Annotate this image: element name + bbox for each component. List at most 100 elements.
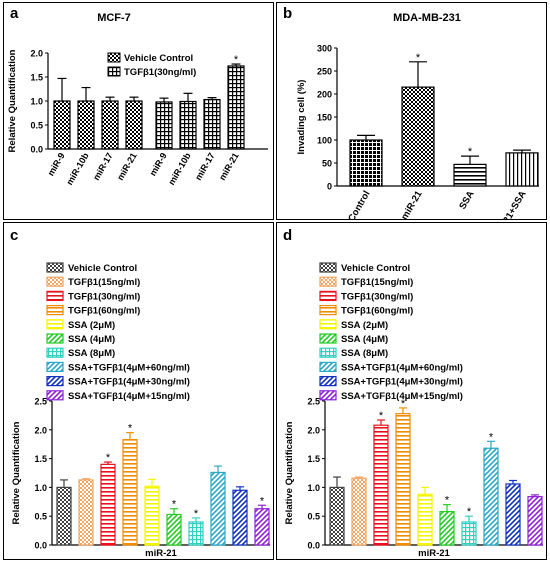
chart-c-significance-star: * xyxy=(128,423,133,435)
chart-b-bar xyxy=(453,163,487,187)
chart-a-bar xyxy=(179,100,197,150)
chart-d-legend-label: SSA+TGFβ1(4μM+60ng/ml) xyxy=(341,362,463,373)
chart-a-bar xyxy=(77,100,95,150)
chart-d-significance-star: * xyxy=(467,506,472,518)
chart-a-x-tick-label: miR-21 xyxy=(217,151,241,182)
chart-c-legend-label: TGFβ1(30ng/ml) xyxy=(68,291,140,302)
chart-d-legend-swatch xyxy=(319,361,337,372)
chart-c-bar xyxy=(122,438,138,546)
chart-c-y-tick-label: 2.5 xyxy=(34,397,47,407)
chart-b-bar xyxy=(401,86,435,187)
chart-a-y-tick-label: 0.0 xyxy=(30,145,43,155)
chart-c-legend-label: SSA (8μM) xyxy=(68,348,115,359)
chart-c-legend-label: SSA+TGFβ1(4μM+30ng/ml) xyxy=(68,377,190,388)
panel-label-d: d xyxy=(283,227,293,244)
chart-b-y-tick-label: 150 xyxy=(317,113,332,123)
chart-b-x-tick-label: miR-21 xyxy=(399,188,425,219)
chart-b-bar xyxy=(349,139,383,187)
chart-a-legend-label: Vehicle Control xyxy=(124,53,193,64)
chart-c-legend-label: TGFβ1(60ng/ml) xyxy=(68,306,140,317)
chart-b-y-tick-label: 200 xyxy=(317,90,332,100)
chart-d-y-tick-label: 1.0 xyxy=(307,483,320,493)
chart-d-legend-label: SSA (8μM) xyxy=(341,348,388,359)
chart-d-legend-label: SSA+TGFβ1(4μM+30ng/ml) xyxy=(341,377,463,388)
chart-a-bar xyxy=(155,101,173,150)
panel-a: MCF-7 0.0 0.5 1.0 1.5 2.0 Relative Quantificat… xyxy=(3,2,274,220)
chart-c-y-tick-label: 2.0 xyxy=(34,425,47,435)
panel-b: MDA-MB-231 0 50 100 150 200 250 300 Invading cel… xyxy=(276,2,547,220)
chart-a-bar xyxy=(53,100,71,150)
chart-d-bar xyxy=(461,521,477,546)
chart-d-y-tick-label: 1.5 xyxy=(307,454,320,464)
chart-b-significance-star: * xyxy=(416,52,421,64)
chart-c-y-tick-label: 0.5 xyxy=(34,512,47,522)
chart-d-bar xyxy=(373,424,389,546)
chart-a-x-tick-label: miR-9 xyxy=(148,151,169,178)
chart-a-bar xyxy=(227,65,245,150)
panel-label-c: c xyxy=(10,227,19,244)
chart-d-legend-swatch xyxy=(319,390,337,401)
chart-c-bar xyxy=(144,485,160,546)
chart-c-legend-swatch xyxy=(46,347,64,358)
chart-c-legend-swatch xyxy=(46,319,64,330)
chart-a-significance-star: * xyxy=(234,54,239,66)
chart-b-y-tick-label: 0 xyxy=(327,182,332,192)
chart-d: Vehicle Control TGFβ1(15ng/ml) TGFβ1(30ng/… xyxy=(284,262,543,559)
chart-d-bar xyxy=(351,477,367,546)
chart-d-bar xyxy=(395,413,411,546)
chart-c-y-tick-label: 0.0 xyxy=(34,541,47,551)
chart-d-legend-swatch xyxy=(319,290,337,302)
chart-c-legend-swatch xyxy=(46,390,64,401)
chart-a-legend-swatch xyxy=(107,66,121,77)
chart-b-x-tick-label: miR-21+SSA xyxy=(491,189,529,219)
chart-b-y-tick-label: 250 xyxy=(317,67,332,77)
chart-d-legend-label: SSA (2μM) xyxy=(341,320,388,331)
chart-d-bar xyxy=(527,496,543,546)
chart-d-legend-swatch xyxy=(319,333,337,344)
chart-c-bar xyxy=(166,513,182,546)
chart-a-bar xyxy=(203,98,221,150)
chart-d-y-tick-label: 2.0 xyxy=(307,425,320,435)
chart-c-bar xyxy=(78,479,94,546)
chart-c-y-axis-label: Relative Quantification xyxy=(11,421,22,524)
chart-c-significance-star: * xyxy=(172,499,177,511)
chart-a-x-tick-label: miR-21 xyxy=(115,151,139,182)
chart-d-legend-swatch xyxy=(319,276,337,287)
chart-d-legend-swatch xyxy=(319,376,337,387)
chart-d-y-tick-label: 0.5 xyxy=(307,512,320,522)
chart-b-bar xyxy=(505,152,539,187)
chart-d-significance-star: * xyxy=(445,495,450,507)
chart-a-legend-swatch xyxy=(107,52,121,63)
chart-a-bar xyxy=(125,100,143,150)
chart-c-bar xyxy=(188,521,204,546)
chart-c-bar xyxy=(100,463,116,546)
chart-d-bar xyxy=(439,510,455,546)
chart-b-significance-star: * xyxy=(468,146,473,158)
chart-d-significance-star: * xyxy=(489,431,494,443)
chart-c-legend-swatch xyxy=(46,304,64,316)
chart-c-legend-swatch xyxy=(46,290,64,302)
chart-a-x-tick-label: miR-17 xyxy=(193,151,217,182)
chart-b-title: MDA-MB-231 xyxy=(393,12,461,24)
panel-label-a: a xyxy=(10,5,19,22)
panel-c: Vehicle Control TGFβ1(15ng/ml) TGFβ1(30ng/… xyxy=(3,222,274,560)
chart-d-legend-swatch xyxy=(319,262,337,273)
chart-b-y-tick-label: 300 xyxy=(317,44,332,54)
chart-a-y-axis-label: Relative Quantification xyxy=(7,49,18,152)
chart-b-x-tick-label: Control xyxy=(346,189,372,219)
chart-a-x-tick-label: miR-10b xyxy=(166,151,193,187)
chart-d-x-axis-label: miR-21 xyxy=(418,548,450,559)
chart-c-bar xyxy=(254,508,270,546)
chart-c-significance-star: * xyxy=(106,452,111,464)
chart-b-y-axis-label: Invading cell (%) xyxy=(296,80,307,155)
chart-a-y-tick-label: 2.0 xyxy=(30,49,43,59)
chart-a-title: MCF-7 xyxy=(97,12,131,24)
chart-d-legend-swatch xyxy=(319,319,337,330)
chart-c-legend-label: TGFβ1(15ng/ml) xyxy=(68,277,140,288)
chart-d-y-tick-label: 2.5 xyxy=(307,397,320,407)
chart-c-y-tick-label: 1.0 xyxy=(34,483,47,493)
chart-d-legend-label: SSA (4μM) xyxy=(341,334,388,345)
chart-a-x-tick-label: miR-10b xyxy=(64,151,91,187)
chart-c-legend-swatch xyxy=(46,376,64,387)
chart-b-y-tick-label: 100 xyxy=(317,136,332,146)
